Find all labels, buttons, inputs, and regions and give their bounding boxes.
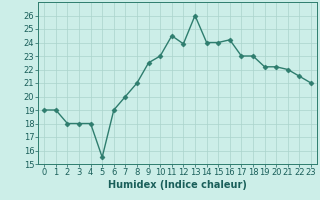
X-axis label: Humidex (Indice chaleur): Humidex (Indice chaleur): [108, 180, 247, 190]
